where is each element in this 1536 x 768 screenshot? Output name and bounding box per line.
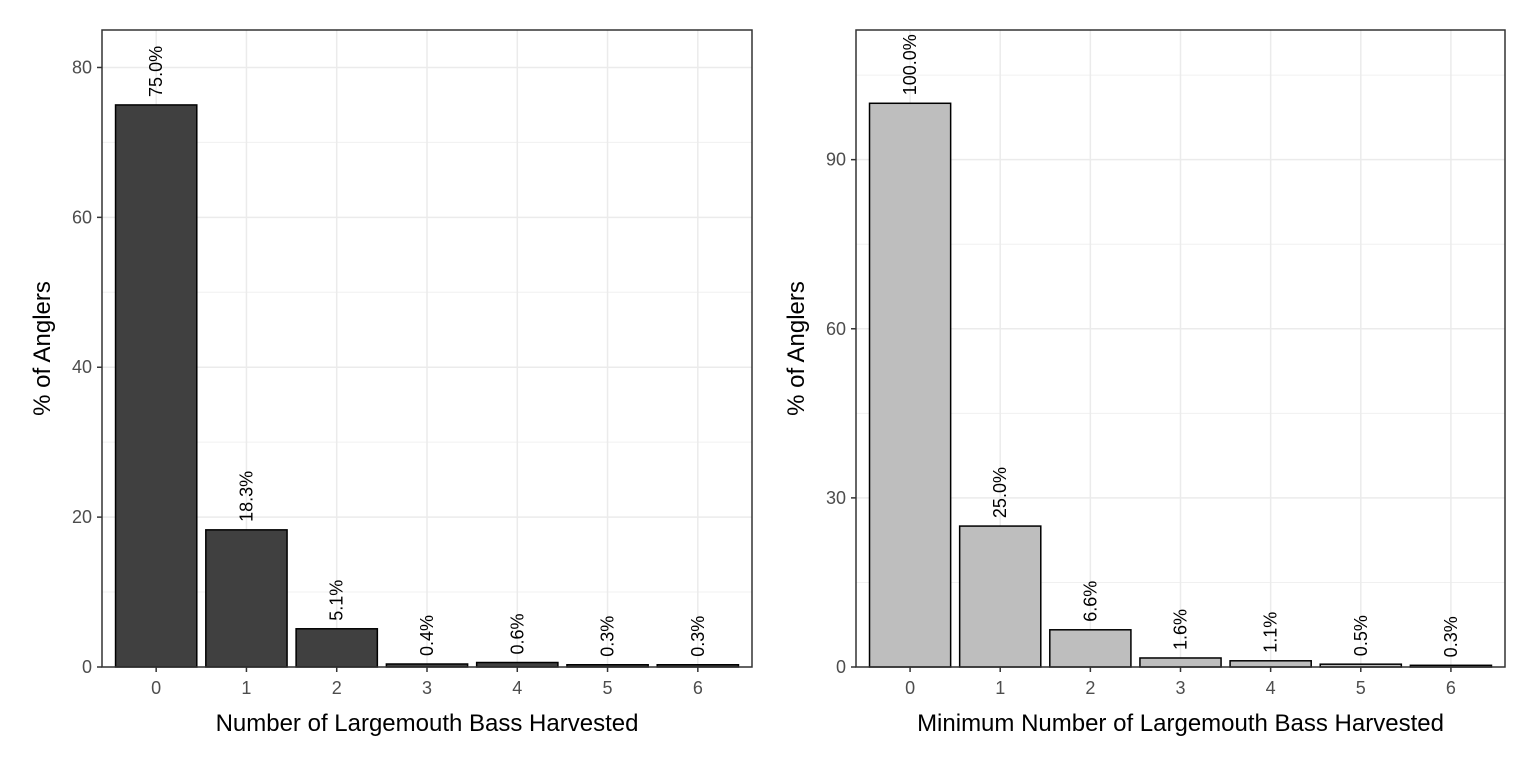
bar-4 — [1229, 660, 1312, 668]
y-axis-title: % of Anglers — [29, 281, 56, 416]
bar-1 — [958, 525, 1042, 668]
data-label-5: 0.5% — [1351, 615, 1371, 656]
data-label-2: 6.6% — [1080, 581, 1100, 622]
data-label-4: 1.1% — [1261, 612, 1281, 653]
data-label-2: 5.1% — [327, 580, 347, 621]
x-tick-label: 0 — [151, 678, 161, 698]
y-tick-label: 0 — [82, 657, 92, 677]
y-tick-label: 90 — [826, 150, 846, 170]
data-label-1: 25.0% — [990, 467, 1010, 518]
x-tick-label: 3 — [1175, 678, 1185, 698]
x-tick-label: 6 — [1446, 678, 1456, 698]
data-label-3: 1.6% — [1171, 609, 1191, 650]
y-tick-label: 0 — [836, 657, 846, 677]
y-tick-label: 60 — [72, 207, 92, 227]
bar-2 — [1049, 629, 1132, 668]
x-tick-label: 5 — [1356, 678, 1366, 698]
data-label-4: 0.6% — [507, 613, 527, 654]
data-label-0: 75.0% — [146, 46, 166, 97]
data-label-1: 18.3% — [236, 471, 256, 522]
data-label-5: 0.3% — [598, 616, 618, 657]
bar-2 — [295, 628, 379, 668]
data-label-0: 100.0% — [900, 34, 920, 95]
x-tick-label: 4 — [512, 678, 522, 698]
bar-0 — [114, 104, 198, 668]
x-tick-label: 3 — [422, 678, 432, 698]
x-axis-title: Number of Largemouth Bass Harvested — [216, 710, 639, 737]
y-tick-label: 60 — [826, 319, 846, 339]
y-tick-label: 40 — [72, 357, 92, 377]
x-axis-title: Minimum Number of Largemouth Bass Harves… — [917, 710, 1444, 737]
x-tick-label: 2 — [1085, 678, 1095, 698]
x-tick-label: 1 — [241, 678, 251, 698]
y-tick-label: 20 — [72, 507, 92, 527]
y-tick-label: 80 — [72, 57, 92, 77]
y-axis-title: % of Anglers — [783, 281, 810, 416]
y-tick-label: 30 — [826, 488, 846, 508]
x-tick-label: 4 — [1266, 678, 1276, 698]
x-tick-label: 5 — [603, 678, 613, 698]
x-tick-label: 6 — [693, 678, 703, 698]
data-label-3: 0.4% — [417, 615, 437, 656]
x-tick-label: 0 — [905, 678, 915, 698]
data-label-6: 0.3% — [1441, 616, 1461, 657]
bar-0 — [868, 102, 952, 668]
bar-3 — [1139, 657, 1222, 668]
left-chart-panel: 75.0% 18.3% 5.1% 0.4% 0.6% 0.3% 0.3% 0 20 40 60 80 0… — [29, 29, 753, 737]
bar-1 — [205, 529, 288, 668]
right-chart-panel: 100.0% 25.0% 6.6% 1.6% 1.1% 0.5% 0.3% 0 30 60 90 0 1… — [783, 29, 1506, 737]
x-tick-label: 2 — [332, 678, 342, 698]
data-label-6: 0.3% — [688, 616, 708, 657]
x-tick-label: 1 — [995, 678, 1005, 698]
